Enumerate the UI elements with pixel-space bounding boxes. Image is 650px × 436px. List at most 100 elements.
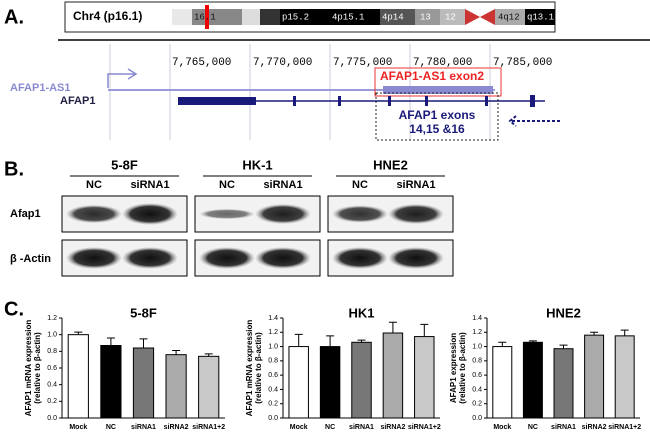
bar bbox=[584, 334, 605, 419]
exons-label: 14,15 &16 bbox=[409, 122, 465, 136]
band-label: 12 bbox=[445, 12, 456, 22]
blot-band bbox=[332, 205, 388, 223]
x-tick-label: Mock bbox=[69, 424, 87, 431]
band-label: p15.2 bbox=[282, 12, 309, 22]
band-label: 4p15.1 bbox=[332, 12, 364, 22]
chart-title: 5-8F bbox=[130, 305, 157, 320]
y-tick-label: 0.0 bbox=[47, 415, 57, 422]
error-bar bbox=[74, 331, 83, 335]
y-tick-label: 1.4 bbox=[472, 315, 482, 322]
y-tick-label: 0.6 bbox=[268, 372, 278, 379]
x-tick-label: siRNA2 bbox=[380, 424, 405, 431]
bar bbox=[67, 334, 89, 419]
y-tick-label: 1.0 bbox=[47, 332, 57, 339]
panel-label: B. bbox=[4, 158, 24, 180]
cell-line: HK-1 bbox=[242, 157, 272, 172]
y-axis-label: AFAP1 expression bbox=[449, 333, 458, 403]
error-bar bbox=[106, 337, 115, 346]
band-label: 16.1 bbox=[194, 12, 216, 22]
row-label: β -Actin bbox=[10, 253, 51, 265]
band-label: q13.1 bbox=[527, 12, 554, 22]
error-bar bbox=[388, 321, 397, 333]
y-axis-label: AFAP1 mRNA expression bbox=[245, 320, 254, 417]
blot-band bbox=[66, 204, 122, 224]
bar bbox=[100, 345, 122, 419]
position-label: 7,770,000 bbox=[253, 57, 312, 69]
bar bbox=[553, 348, 574, 419]
y-tick-label: 0.8 bbox=[47, 348, 57, 355]
y-tick-label: 1.0 bbox=[472, 343, 482, 350]
y-tick-label: 0.2 bbox=[268, 401, 278, 408]
direction-arrow bbox=[508, 115, 560, 127]
lane-label: siRNA1 bbox=[396, 179, 435, 191]
blot-band bbox=[122, 203, 178, 225]
x-tick-label: siRNA1 bbox=[551, 424, 576, 431]
lane-label: NC bbox=[352, 179, 368, 191]
y-tick-label: 0.4 bbox=[268, 386, 278, 393]
y-tick-label: 0.0 bbox=[268, 415, 278, 422]
error-bar bbox=[172, 350, 181, 355]
lane-label: siRNA1 bbox=[263, 179, 302, 191]
bar bbox=[319, 346, 341, 419]
y-tick-label: 0.4 bbox=[472, 386, 482, 393]
x-tick-label: siRNA1 bbox=[349, 424, 374, 431]
error-bar bbox=[204, 353, 213, 357]
x-tick-label: NC bbox=[528, 424, 538, 431]
error-bar bbox=[420, 323, 429, 337]
bar bbox=[288, 346, 309, 419]
chart-title: HNE2 bbox=[546, 305, 581, 320]
error-bar bbox=[590, 331, 599, 336]
y-tick-label: 1.2 bbox=[472, 329, 482, 336]
blot-band bbox=[332, 247, 388, 269]
lane-label: NC bbox=[86, 179, 102, 191]
cell-line: 5-8F bbox=[111, 157, 138, 172]
exons-label: AFAP1 exons bbox=[399, 108, 476, 122]
exon bbox=[383, 86, 493, 94]
band-label: 4q12 bbox=[498, 12, 520, 22]
x-tick-label: siRNA1+2 bbox=[408, 424, 441, 431]
error-bar bbox=[139, 338, 148, 348]
blot-band bbox=[388, 203, 444, 225]
position-label: 7,785,000 bbox=[493, 57, 552, 69]
y-tick-label: 1.2 bbox=[47, 315, 57, 322]
bar bbox=[614, 335, 635, 419]
x-tick-label: NC bbox=[325, 424, 335, 431]
y-tick-label: 0.2 bbox=[47, 398, 57, 405]
error-bar bbox=[498, 341, 507, 347]
exon2-label: AFAP1-AS1 exon2 bbox=[380, 69, 484, 83]
bar bbox=[522, 341, 543, 419]
error-bar bbox=[559, 344, 568, 349]
bar bbox=[351, 341, 372, 419]
position-label: 7,765,000 bbox=[172, 57, 231, 69]
bar bbox=[492, 346, 513, 419]
cell-line: HNE2 bbox=[373, 157, 408, 172]
error-bar bbox=[326, 335, 335, 347]
bar bbox=[382, 332, 404, 419]
y-axis-label: (relative to β-actin) bbox=[254, 332, 263, 404]
error-bar bbox=[528, 340, 537, 343]
y-tick-label: 1.4 bbox=[268, 315, 278, 322]
y-tick-label: 1.2 bbox=[268, 329, 278, 336]
error-bar bbox=[294, 333, 303, 347]
error-bar bbox=[620, 329, 629, 336]
y-tick-label: 0.6 bbox=[472, 372, 482, 379]
lane-label: NC bbox=[219, 179, 235, 191]
ideogram bbox=[172, 5, 555, 29]
x-tick-label: siRNA2 bbox=[582, 424, 607, 431]
track-label: AFAP1 bbox=[60, 95, 95, 107]
x-tick-label: NC bbox=[106, 424, 116, 431]
y-tick-label: 1.0 bbox=[268, 343, 278, 350]
band-label: 4p14 bbox=[382, 12, 404, 22]
position-label: 7,780,000 bbox=[413, 57, 472, 69]
error-bar bbox=[357, 339, 366, 343]
y-tick-label: 0.4 bbox=[47, 382, 57, 389]
bar bbox=[198, 355, 220, 419]
tss-arrow bbox=[107, 68, 138, 88]
y-tick-label: 0.2 bbox=[472, 401, 482, 408]
bar bbox=[132, 347, 155, 419]
blot-band bbox=[255, 247, 311, 269]
x-tick-label: siRNA1 bbox=[131, 424, 156, 431]
x-tick-label: Mock bbox=[493, 424, 511, 431]
y-tick-label: 0.6 bbox=[47, 365, 57, 372]
